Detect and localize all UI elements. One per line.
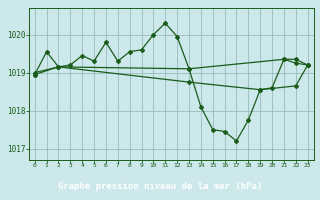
Text: Graphe pression niveau de la mer (hPa): Graphe pression niveau de la mer (hPa) bbox=[58, 182, 262, 191]
